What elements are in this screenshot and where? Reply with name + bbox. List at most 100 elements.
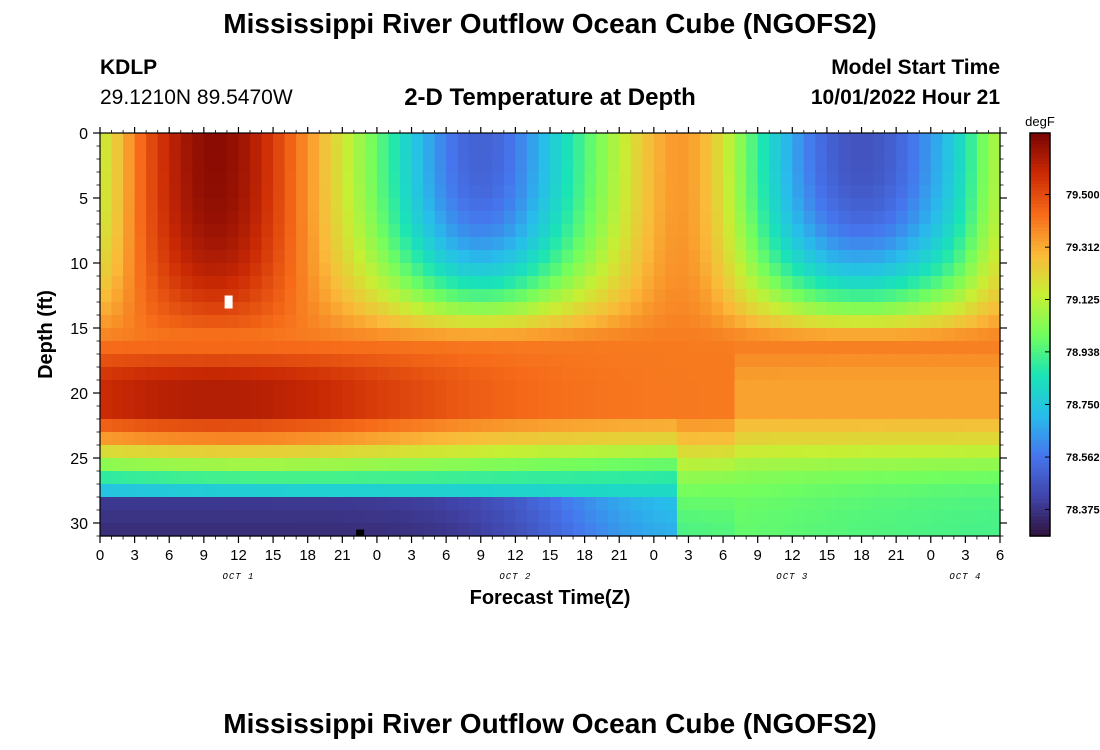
heatmap-cell [826, 315, 840, 329]
heatmap-cell [342, 172, 355, 186]
heatmap-cell [850, 146, 863, 160]
heatmap-cell [123, 393, 136, 407]
heatmap-cell [780, 328, 793, 342]
heatmap-cell [792, 315, 805, 329]
heatmap-cell [423, 159, 436, 173]
heatmap-cell [111, 263, 124, 277]
heatmap-cell [942, 185, 955, 199]
heatmap-cell [411, 224, 424, 238]
heatmap-cell [873, 419, 886, 433]
x-day-label: OCT 4 [949, 572, 981, 582]
heatmap-cell [100, 458, 113, 472]
heatmap-cell [342, 328, 355, 342]
heatmap-cell [711, 341, 724, 355]
heatmap-cell [238, 393, 251, 407]
heatmap-cell [884, 289, 897, 303]
heatmap-cell [826, 354, 840, 368]
heatmap-cell [134, 250, 147, 264]
colorbar-segment [1030, 378, 1050, 383]
heatmap-cell [573, 341, 586, 355]
heatmap-cell [746, 198, 759, 212]
heatmap-cell [792, 224, 805, 238]
heatmap-cell [134, 445, 147, 459]
heatmap-cell [203, 328, 216, 342]
heatmap-cell [630, 172, 643, 186]
heatmap-cell [480, 510, 493, 524]
heatmap-cell [157, 510, 170, 524]
heatmap-cell [111, 393, 124, 407]
heatmap-cell [330, 445, 343, 459]
heatmap-cell [503, 445, 516, 459]
heatmap-cell [769, 159, 782, 173]
colorbar-segment [1030, 368, 1050, 373]
colorbar-segment [1030, 358, 1050, 362]
heatmap-cell [988, 458, 1001, 472]
heatmap-cell [988, 276, 1001, 290]
heatmap-cell [584, 224, 597, 238]
heatmap-cell [803, 471, 816, 485]
x-day-label: OCT 1 [222, 572, 254, 582]
heatmap-cell [803, 484, 816, 498]
heatmap-cell [434, 263, 447, 277]
heatmap-cell [896, 458, 909, 472]
heatmap-cell [700, 497, 713, 511]
heatmap-cell [261, 237, 274, 251]
heatmap-cell [884, 367, 897, 381]
heatmap-cell [607, 341, 620, 355]
heatmap-cell [365, 185, 378, 199]
heatmap-cell [365, 172, 378, 186]
heatmap-cell [492, 302, 505, 316]
heatmap-cell [411, 445, 424, 459]
heatmap-cell [434, 146, 447, 160]
heatmap-cell [342, 302, 355, 316]
heatmap-cell [573, 198, 586, 212]
heatmap-cell [907, 380, 920, 394]
heatmap-cell [503, 367, 516, 381]
heatmap-cell [123, 471, 136, 485]
heatmap-cell [203, 185, 216, 199]
heatmap-cell [873, 497, 886, 511]
heatmap-cell [653, 172, 666, 186]
heatmap-cell [296, 172, 309, 186]
heatmap-cell [711, 523, 724, 537]
heatmap-cell [538, 276, 551, 290]
heatmap-cell [826, 289, 840, 303]
heatmap-cell [826, 172, 840, 186]
heatmap-cell [273, 328, 286, 342]
heatmap-cell [134, 367, 147, 381]
heatmap-cell [803, 237, 816, 251]
heatmap-cell [896, 328, 909, 342]
heatmap-cell [688, 263, 701, 277]
heatmap-cell [526, 471, 540, 485]
heatmap-cell [134, 341, 147, 355]
heatmap-cell [953, 198, 966, 212]
heatmap-cell [953, 445, 966, 459]
heatmap-cell [665, 224, 678, 238]
heatmap-cell [584, 367, 597, 381]
heatmap-cell [376, 315, 390, 329]
heatmap-cell [734, 237, 747, 251]
heatmap-cell [803, 159, 816, 173]
heatmap-cell [803, 458, 816, 472]
colorbar-segment [1030, 277, 1050, 282]
heatmap-cell [526, 276, 540, 290]
heatmap-cell [734, 471, 747, 485]
heatmap-cell [619, 263, 632, 277]
heatmap-cell [861, 471, 874, 485]
heatmap-cell [988, 471, 1001, 485]
heatmap-cell [411, 471, 424, 485]
heatmap-cell [976, 302, 990, 316]
heatmap-cell [469, 497, 482, 511]
heatmap-cell [342, 250, 355, 264]
heatmap-cell [665, 523, 678, 537]
heatmap-cell [273, 497, 286, 511]
heatmap-cell [780, 224, 793, 238]
heatmap-cell [769, 393, 782, 407]
heatmap-cell [307, 432, 320, 446]
heatmap-cell [192, 406, 205, 420]
heatmap-cell [896, 432, 909, 446]
heatmap-cell [515, 198, 528, 212]
heatmap-cell [976, 328, 990, 342]
heatmap-cell [319, 328, 332, 342]
heatmap-cell [665, 458, 678, 472]
